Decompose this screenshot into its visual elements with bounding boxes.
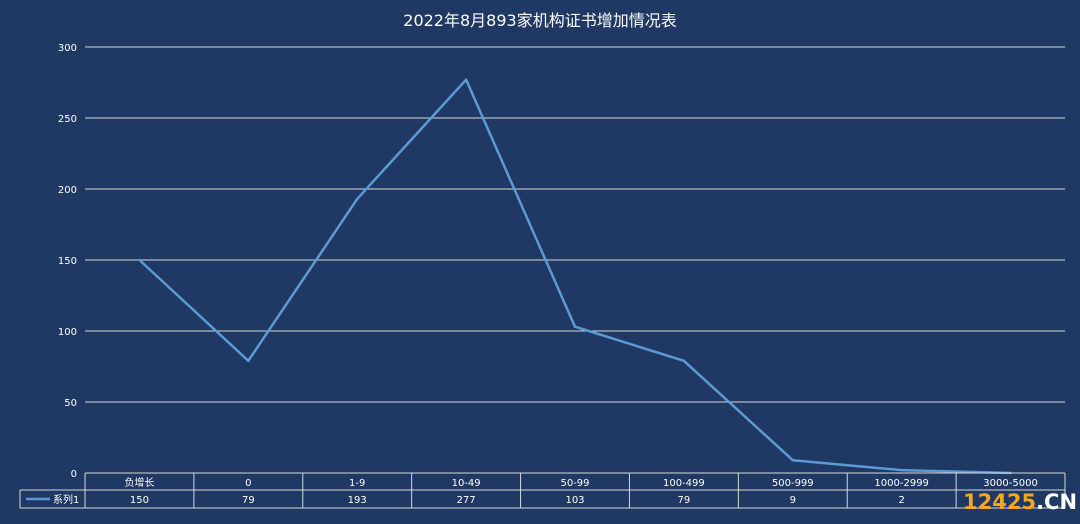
- series-line-layer: [138, 78, 1012, 475]
- y-tick-label: 250: [58, 114, 77, 125]
- y-tick-label: 150: [58, 256, 77, 267]
- data-point: [356, 197, 359, 201]
- y-tick-label: 50: [64, 398, 77, 409]
- data-value-label: 9: [790, 495, 796, 506]
- data-point: [464, 78, 468, 81]
- data-table: 负增长 0 1-9 10-49 50-99 100-499 500-999 1000-2999…: [19, 472, 1066, 509]
- data-value-label: 79: [678, 495, 691, 506]
- svg-text:12425.CN: 12425.CN: [963, 490, 1077, 514]
- x-category-label: 1-9: [349, 478, 365, 489]
- data-point: [682, 359, 686, 363]
- x-category-label: 3000-5000: [983, 478, 1038, 489]
- data-point: [138, 258, 141, 262]
- data-value-label: 150: [130, 495, 149, 506]
- x-category-label: 50-99: [560, 478, 589, 489]
- data-value-label: 79: [242, 495, 255, 506]
- gridlines: [85, 46, 1065, 403]
- data-value-label: 103: [565, 495, 584, 506]
- series-line: [138, 78, 1012, 475]
- data-point: [247, 359, 250, 363]
- x-category-label: 0: [245, 478, 251, 489]
- chart-title: 2022年8月893家机构证书增加情况表: [403, 11, 676, 30]
- x-category-label: 100-499: [663, 478, 705, 489]
- y-tick-label: 200: [58, 185, 77, 196]
- x-category-label: 500-999: [772, 478, 814, 489]
- data-point: [900, 468, 903, 472]
- data-value-label: 2: [898, 495, 904, 506]
- data-point: [791, 459, 794, 462]
- series-name: 系列1: [53, 493, 79, 506]
- watermark-logo: 12425.CN: [963, 490, 1077, 514]
- watermark-number: 12425: [963, 490, 1036, 514]
- x-category-label: 负增长: [124, 476, 154, 489]
- x-category-label: 10-49: [452, 478, 481, 489]
- y-tick-label: 0: [71, 469, 77, 480]
- x-category-label: 1000-2999: [874, 478, 929, 489]
- data-value-label: 277: [457, 495, 476, 506]
- watermark-domain: .CN: [1036, 490, 1077, 514]
- data-point: [573, 325, 577, 328]
- y-axis-ticks: 0 50 100 150 200 250 300: [58, 43, 77, 480]
- data-value-label: 193: [348, 495, 367, 506]
- y-tick-label: 100: [58, 327, 77, 338]
- y-tick-label: 300: [58, 43, 77, 54]
